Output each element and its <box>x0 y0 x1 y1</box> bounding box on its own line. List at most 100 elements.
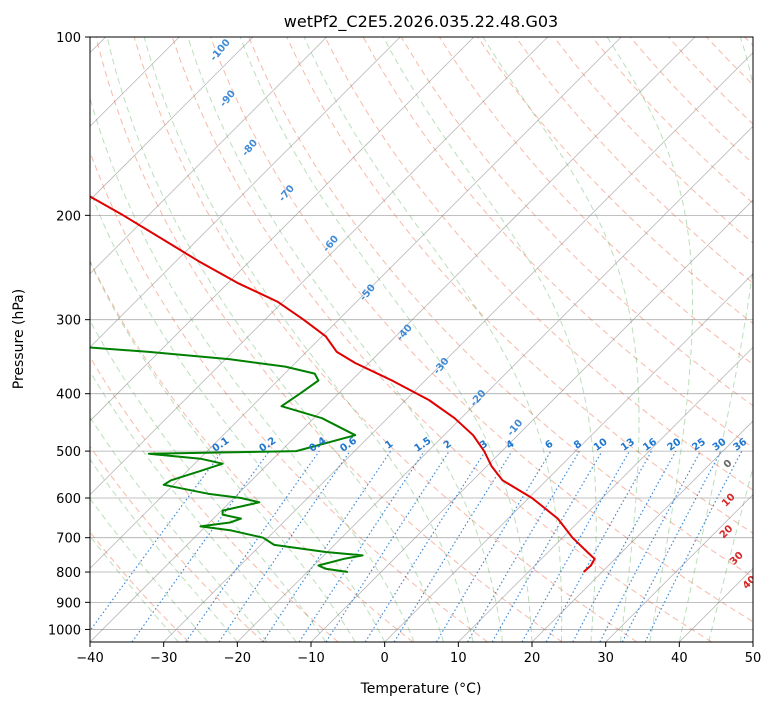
moist-adiabat-label: -40 <box>395 323 415 344</box>
mixing-ratio-label: 2 <box>442 439 454 452</box>
isotherm <box>605 494 753 642</box>
moist-adiabat <box>90 189 386 642</box>
dry-adiabat <box>324 37 753 491</box>
isotherm <box>237 125 753 642</box>
dry-adiabat <box>95 37 563 642</box>
moist-adiabat <box>708 465 753 642</box>
y-tick-label: 100 <box>56 31 81 46</box>
mixing-ratio-line <box>298 450 425 642</box>
dry-adiabat <box>668 37 753 125</box>
chart-title: wetPf2_C2E5.2026.035.22.48.G03 <box>284 12 558 32</box>
y-tick-label: 1000 <box>48 623 81 638</box>
temperature-profile-line <box>90 195 596 573</box>
x-tick-label: 40 <box>671 651 688 666</box>
dry-adiabat <box>248 37 753 578</box>
x-tick-label: −40 <box>76 651 103 666</box>
mixing-ratio-line <box>599 450 702 642</box>
moist-adiabat-label: -90 <box>218 88 238 109</box>
moist-adiabat <box>106 37 445 642</box>
x-tick-label: 30 <box>597 651 614 666</box>
moist-adiabat <box>303 37 563 642</box>
dry-adiabat <box>90 150 488 642</box>
moist-adiabat-label: -20 <box>468 388 488 409</box>
y-tick-label: 900 <box>56 596 81 611</box>
mixing-ratio-line <box>572 450 677 642</box>
dry-adiabat <box>90 356 339 642</box>
mixing-ratio-label: 8 <box>572 439 584 452</box>
mixing-ratio-line <box>262 450 392 642</box>
dry-adiabat <box>210 37 753 623</box>
y-tick-label: 600 <box>56 492 81 507</box>
plot-frame <box>89 36 754 643</box>
isotherm <box>752 641 753 642</box>
isotherm <box>531 420 753 642</box>
dry-adiabat <box>90 259 414 642</box>
isotherm <box>90 37 401 348</box>
dewpoint-profile-line <box>90 346 364 573</box>
isotherm <box>458 346 753 642</box>
isotherm <box>90 37 696 642</box>
moist-adiabat-label: -60 <box>321 234 341 255</box>
dry-adiabat <box>591 37 753 204</box>
y-tick-label: 200 <box>56 209 81 224</box>
moist-adiabat <box>187 37 503 642</box>
mixing-ratio-line <box>131 450 270 642</box>
moist-adiabat-label: -70 <box>277 183 297 204</box>
mixing-ratio-line <box>364 450 486 642</box>
moist-adiabat <box>90 458 238 642</box>
dry-adiabat-label: 10 <box>720 492 738 510</box>
y-tick-label: 400 <box>56 388 81 403</box>
isotherm <box>90 37 254 201</box>
profile-lines <box>90 195 596 573</box>
mixing-ratio-line <box>466 450 580 642</box>
moist-adiabat-label: -80 <box>240 138 260 159</box>
moist-adiabat <box>90 535 179 642</box>
dry-adiabat <box>744 37 753 47</box>
mixing-ratio-line <box>218 450 351 642</box>
y-tick-label: 500 <box>56 445 81 460</box>
x-tick-label: 50 <box>745 651 762 666</box>
mixing-ratio-label: 1.5 <box>413 435 434 454</box>
x-tick-label: −10 <box>297 651 324 666</box>
moist-adiabat <box>606 37 693 642</box>
moist-adiabat <box>90 370 297 642</box>
dry-adiabat <box>90 531 190 642</box>
mixing-ratio-line <box>545 450 653 642</box>
isotherm <box>90 37 475 422</box>
mixing-ratio-line <box>325 450 450 642</box>
dry-adiabat <box>90 445 264 642</box>
x-axis-title: Temperature (°C) <box>360 681 482 697</box>
moist-adiabat <box>90 416 268 642</box>
dry-adiabat <box>706 37 753 86</box>
dry-adiabat <box>515 37 753 284</box>
moist-adiabat <box>382 37 597 642</box>
isotherm <box>90 37 327 275</box>
mixing-ratio-line <box>644 450 743 642</box>
moist-adiabat-label: -50 <box>358 282 378 303</box>
moist-adiabat-label: -10 <box>505 418 525 439</box>
moist-adiabat <box>239 37 533 642</box>
isotherm <box>384 273 753 642</box>
y-axis-title: Pressure (hPa) <box>11 289 27 389</box>
moist-adiabat <box>90 260 356 642</box>
isotherm <box>310 199 753 642</box>
mixing-ratio-line <box>393 450 513 642</box>
isotherm <box>90 37 548 496</box>
y-tick-label: 800 <box>56 566 81 581</box>
reference-line-labels: 0.1 0.2 0.4 0.6 1 1.5 2 3 4 6 8 10 13 16 20 25 30 3601020… <box>208 37 753 591</box>
isotherm <box>163 52 753 642</box>
x-tick-label: −30 <box>150 651 177 666</box>
mixing-ratio-label: 6 <box>543 439 555 452</box>
moist-adiabat <box>482 37 640 642</box>
dry-adiabat <box>171 37 712 642</box>
background-lines <box>90 37 753 642</box>
axes: −40 −30 −20 −10 0 10 20 30 40 5010020030040050060… <box>48 31 761 666</box>
mixing-ratio-line <box>185 450 320 642</box>
y-tick-label: 700 <box>56 532 81 547</box>
mixing-ratio-label: 0.4 <box>307 435 328 454</box>
dry-adiabat-label: 0 <box>722 458 735 471</box>
x-tick-label: −20 <box>224 651 251 666</box>
dry-adiabat <box>133 37 638 642</box>
moist-adiabat <box>90 497 209 642</box>
